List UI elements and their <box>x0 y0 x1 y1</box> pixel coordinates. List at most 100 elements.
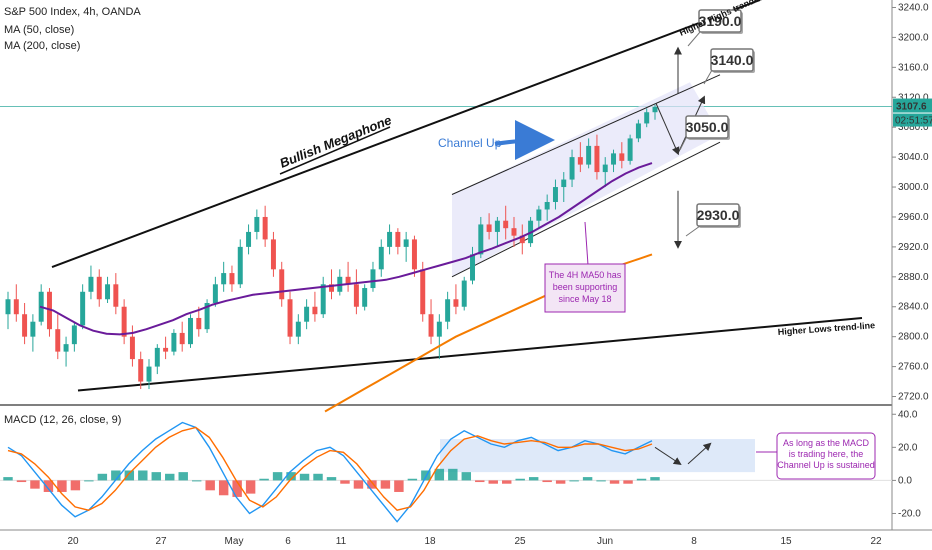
price-axis-tick-label: 3240.0 <box>898 2 929 13</box>
candle <box>378 239 384 277</box>
price-axis-tick-label: 2840.0 <box>898 302 929 313</box>
macd-histogram-bar <box>636 478 647 481</box>
candle <box>270 231 276 277</box>
candle-body <box>5 299 11 315</box>
macd-note-line: is trading here, the <box>789 449 864 459</box>
candle <box>63 336 69 367</box>
time-axis-tick-label: 15 <box>780 536 792 547</box>
macd-histogram-bar <box>299 473 310 481</box>
price-axis-tick-label: 3160.0 <box>898 62 929 73</box>
candle <box>544 194 550 221</box>
candle-body <box>494 220 500 232</box>
candle-body <box>353 284 359 307</box>
ma50-note-line: been supporting <box>553 282 618 292</box>
candle <box>237 239 243 289</box>
price-axis-tick-label: 2760.0 <box>898 362 929 373</box>
candle <box>635 119 641 143</box>
macd-histogram-bar <box>555 480 566 484</box>
candle <box>362 284 368 311</box>
macd-histogram-bar <box>528 477 539 481</box>
candle <box>644 108 650 128</box>
price-axis-tick-label: 3000.0 <box>898 182 929 193</box>
candle-body <box>428 314 434 337</box>
candle <box>586 138 592 169</box>
candle-body <box>370 269 376 289</box>
macd-histogram-bar <box>542 480 552 483</box>
candle <box>187 314 193 348</box>
macd-histogram-bar <box>502 480 512 484</box>
candle-body <box>13 299 19 315</box>
price-axis-tick-label: 3040.0 <box>898 152 929 163</box>
price-axis-tick-label: 2960.0 <box>898 212 929 223</box>
candle <box>453 284 459 315</box>
candle-body <box>511 228 517 236</box>
ma50-legend: MA (50, close) <box>4 24 75 36</box>
candle <box>204 299 210 333</box>
candle-body <box>470 254 476 281</box>
macd-histogram-bar <box>57 480 67 492</box>
candle <box>536 205 542 229</box>
macd-histogram-bar <box>259 478 269 481</box>
candle <box>121 299 127 345</box>
candle <box>494 216 500 247</box>
candle <box>345 261 351 292</box>
candle-body <box>212 284 218 303</box>
target-2930-pointer <box>685 225 701 237</box>
candle-body <box>204 303 210 330</box>
macd-histogram-bar <box>272 472 283 481</box>
candle <box>486 213 492 240</box>
target-2930-text: 2930.0 <box>697 207 740 223</box>
macd-histogram-bar <box>138 470 148 481</box>
candle-body <box>171 332 177 352</box>
candle-body <box>287 299 293 337</box>
candle <box>329 269 334 300</box>
candle <box>561 172 567 202</box>
countdown-value: 02:51:57 <box>895 116 932 127</box>
macd-histogram-bar <box>30 480 40 489</box>
ma50-note-line: since May 18 <box>558 294 611 304</box>
candle <box>13 284 19 322</box>
candle <box>428 299 434 345</box>
macd-histogram-bar <box>70 480 81 491</box>
candle <box>55 314 61 360</box>
candle-body <box>387 231 393 247</box>
macd-histogram-bar <box>569 480 579 482</box>
macd-histogram-bar <box>218 480 229 496</box>
time-axis-tick-label: 20 <box>67 536 79 547</box>
candle <box>196 306 202 337</box>
macd-histogram-bar <box>43 480 54 492</box>
macd-histogram-bar <box>596 480 606 482</box>
macd-histogram-bar <box>97 473 108 481</box>
macd-histogram-bar <box>407 478 418 481</box>
macd-histogram-bar <box>582 477 593 481</box>
macd-axis-tick-label: -20.0 <box>898 508 921 519</box>
candle <box>619 142 625 169</box>
candle <box>221 261 227 292</box>
candle <box>71 321 77 352</box>
target-3050-box <box>685 115 729 139</box>
candle-body <box>569 157 575 180</box>
candle <box>30 314 36 352</box>
candle <box>320 276 326 318</box>
macd-histogram-bar <box>326 477 337 481</box>
candle-body <box>594 145 600 173</box>
candle-body <box>30 321 36 337</box>
candle-body <box>536 209 542 221</box>
time-axis-tick-label: 11 <box>336 536 347 547</box>
candle-body <box>295 321 301 337</box>
candle-body <box>552 187 558 202</box>
macd-arrow-up <box>687 442 712 465</box>
candle <box>602 157 608 188</box>
candle-body <box>179 332 185 345</box>
candle <box>519 224 525 255</box>
macd-histogram-bar <box>340 480 350 484</box>
candle <box>652 104 658 120</box>
macd-histogram-bar <box>165 473 175 481</box>
macd-histogram-bar <box>124 470 135 481</box>
candle <box>370 261 376 292</box>
target-3050-text: 3050.0 <box>686 119 729 135</box>
candle <box>470 246 476 285</box>
candle <box>395 228 401 255</box>
candle <box>179 321 185 352</box>
